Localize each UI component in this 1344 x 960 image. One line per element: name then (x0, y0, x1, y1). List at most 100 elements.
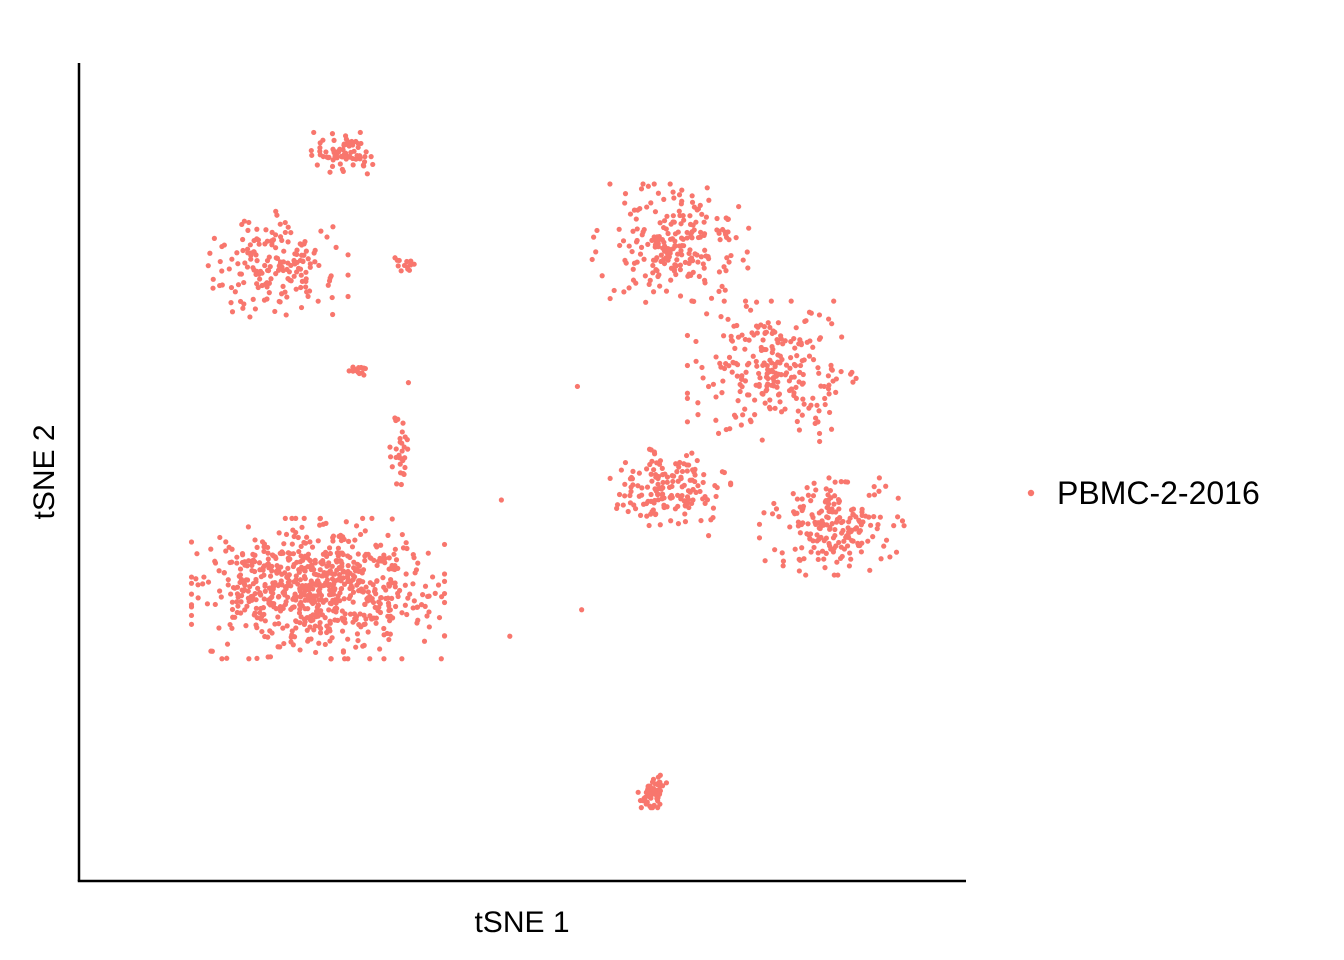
point-right-lower-left (682, 519, 689, 525)
point-right-lower-left (728, 480, 734, 486)
point-right-lower-right (808, 498, 814, 504)
point-right-lower-right (834, 559, 840, 565)
point-right-lower-right (828, 546, 834, 552)
point-bottom-left-large (370, 582, 376, 588)
point-right-top (640, 229, 646, 235)
point-bottom-left-large (298, 553, 304, 559)
point-right-top (594, 227, 600, 234)
point-bottom-left-large (343, 569, 350, 576)
point-bottom-left-large (270, 583, 277, 590)
point-right-top (678, 248, 684, 254)
point-bottom-left-large (392, 603, 399, 610)
point-bottom-left-large (277, 608, 284, 614)
point-bottom-left-large (386, 636, 392, 643)
point-right-top (657, 220, 663, 226)
point-right-middle (684, 419, 691, 425)
point-bottom-left-large (302, 568, 308, 574)
point-bottom-left-large (293, 529, 299, 536)
point-bottom-left-large (249, 567, 255, 574)
point-right-middle (684, 390, 691, 396)
point-right-middle (756, 370, 762, 377)
point-right-top (700, 261, 706, 267)
point-bottom-left-large (330, 538, 336, 544)
point-bottom-left-large (363, 551, 369, 558)
point-bottom-left-large (259, 628, 265, 635)
point-right-middle (760, 337, 766, 343)
point-bottom-left-large (324, 553, 330, 559)
point-bottom-left-large (374, 544, 380, 550)
point-bottom-left-large (395, 565, 401, 571)
point-bottom-left-large (335, 545, 342, 551)
point-right-top (670, 189, 676, 195)
point-upper-left (288, 262, 294, 269)
point-right-top (661, 260, 668, 267)
point-right-lower-right (853, 525, 860, 531)
point-bottom-left-large (253, 605, 259, 611)
point-bottom-left-large (286, 578, 292, 584)
point-upper-left (291, 273, 297, 279)
point-right-top (701, 265, 707, 271)
point-stalk-left (400, 420, 406, 426)
point-small-center-left (394, 257, 400, 263)
point-right-lower-left (659, 496, 665, 502)
point-right-lower-right (855, 542, 862, 549)
point-right-middle (730, 359, 736, 365)
point-right-lower-right (819, 548, 826, 554)
point-right-middle (778, 336, 784, 342)
point-upper-left (279, 291, 285, 297)
point-right-lower-left (657, 522, 663, 528)
point-upper-left (265, 267, 272, 274)
point-bottom-left-large (411, 555, 417, 561)
point-bottom-left-large (362, 601, 368, 608)
point-right-top (728, 252, 734, 259)
point-right-middle (797, 362, 804, 369)
point-right-middle (769, 330, 775, 337)
point-bottom-left-large (346, 595, 352, 602)
point-bottom-left-large (415, 560, 421, 566)
point-bottom-left-large (441, 571, 448, 577)
point-upper-left (330, 311, 336, 318)
point-bottom-left-large (347, 611, 354, 617)
point-right-lower-right (877, 514, 883, 520)
point-right-middle (748, 307, 754, 313)
point-upper-left (327, 275, 333, 281)
point-upper-left (301, 252, 307, 258)
point-right-lower-right (899, 518, 906, 524)
points-layer (188, 129, 907, 811)
point-right-top (661, 224, 667, 231)
point-bottom-left-large (298, 564, 305, 570)
point-right-middle (825, 373, 831, 379)
point-right-lower-right (790, 491, 796, 497)
point-upper-left (345, 252, 351, 258)
point-right-middle (718, 314, 724, 320)
point-right-middle (816, 312, 823, 318)
point-bottom-left-large (247, 584, 253, 590)
point-right-top (676, 192, 683, 198)
point-right-lower-left (705, 533, 712, 539)
legend-key-pbmc (1027, 489, 1035, 497)
point-bottom-left-large (389, 595, 395, 601)
point-right-middle (756, 383, 762, 389)
point-bottom-left-large (278, 550, 284, 557)
point-right-lower-left (622, 493, 628, 499)
point-bottom-left-large (274, 562, 280, 569)
point-right-lower-right (823, 550, 829, 556)
point-bottom-left-large (355, 637, 361, 644)
point-right-top (695, 206, 702, 212)
point-bottom-small (647, 791, 653, 797)
point-right-lower-left (713, 493, 719, 500)
point-bottom-left-large (284, 623, 290, 629)
point-right-lower-left (636, 470, 642, 476)
point-right-middle (743, 369, 749, 375)
point-bottom-left-large (386, 607, 392, 613)
point-upper-left (232, 289, 238, 295)
point-right-middle (787, 365, 793, 371)
point-right-lower-left (675, 503, 681, 509)
point-right-middle (737, 388, 743, 395)
point-right-top (640, 181, 646, 187)
point-bottom-left-large (295, 534, 301, 541)
point-bottom-left-large (299, 603, 305, 609)
point-right-middle (751, 332, 757, 338)
point-bottom-left-large (381, 625, 387, 632)
point-right-top (652, 257, 659, 263)
